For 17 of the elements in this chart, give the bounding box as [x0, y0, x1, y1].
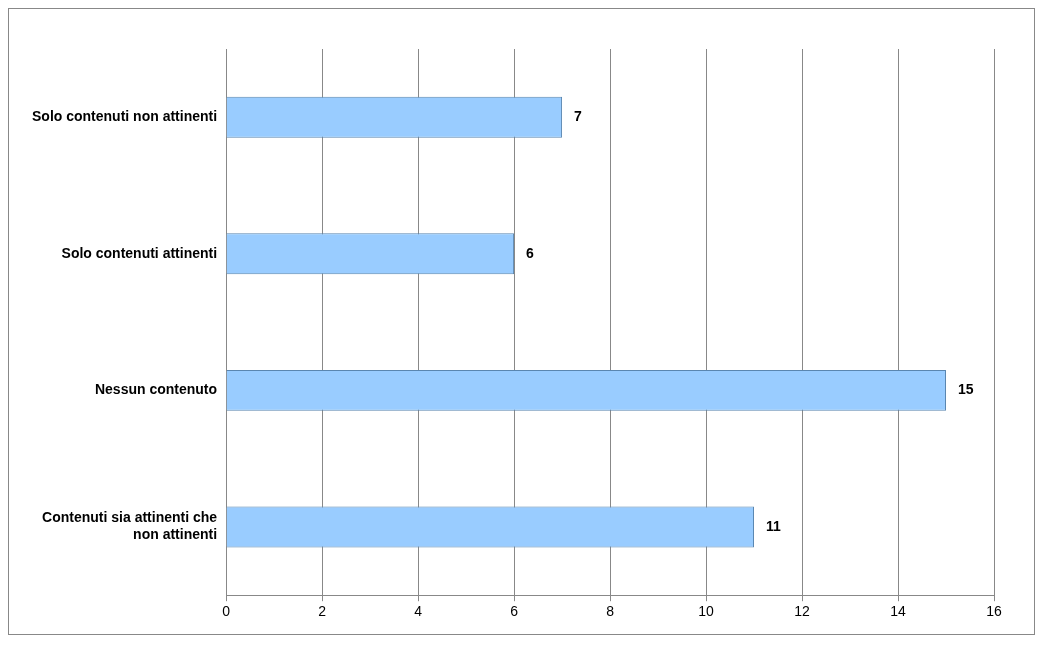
- y-tick-label: Solo contenuti non attinenti: [32, 108, 218, 125]
- x-tick-label: 12: [794, 603, 811, 620]
- x-tick-label: 16: [986, 603, 1002, 620]
- y-tick-label: Contenuti sia attinenti che non attinenti: [42, 509, 218, 543]
- x-tick-label: 6: [510, 603, 519, 620]
- x-tick-label: 10: [698, 603, 715, 620]
- x-tick-label: 14: [890, 603, 907, 620]
- y-tick-label: Nessun contenuto: [94, 381, 218, 398]
- x-tick-label: 0: [222, 603, 231, 620]
- x-tick-label: 8: [606, 603, 615, 620]
- x-tick-label: 4: [414, 603, 423, 620]
- data-label: 11: [766, 517, 782, 534]
- x-tick-label: 2: [318, 603, 327, 620]
- data-label: 15: [958, 381, 974, 398]
- data-label: 6: [526, 244, 535, 261]
- data-label: 7: [574, 108, 583, 125]
- y-tick-label: Solo contenuti attinenti: [61, 244, 218, 261]
